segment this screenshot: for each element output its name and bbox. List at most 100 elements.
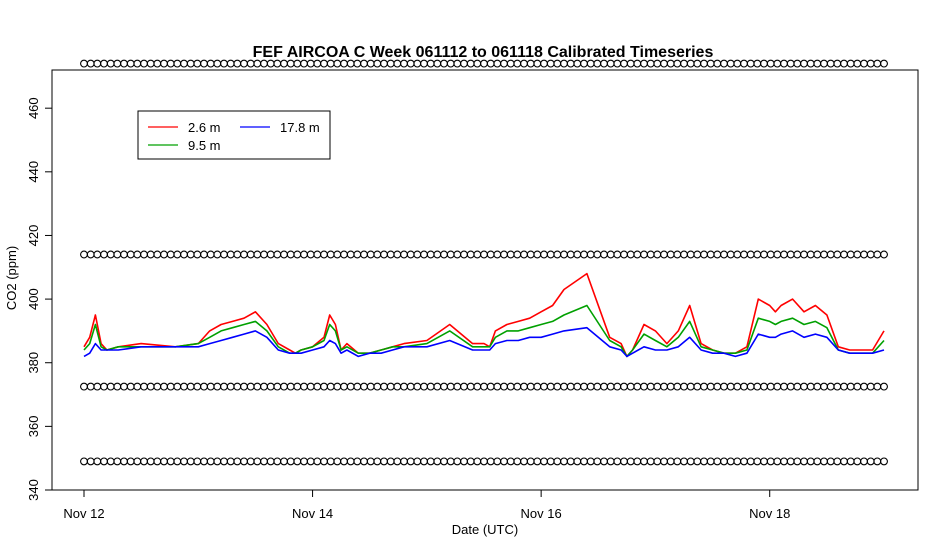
reference-marker xyxy=(653,250,662,259)
reference-marker xyxy=(266,250,275,259)
reference-marker xyxy=(593,457,602,466)
reference-marker xyxy=(773,457,782,466)
reference-marker xyxy=(860,382,868,391)
reference-marker xyxy=(206,59,215,68)
reference-marker xyxy=(853,59,862,68)
reference-marker xyxy=(866,59,875,68)
reference-marker xyxy=(453,382,462,391)
reference-marker xyxy=(606,457,615,466)
reference-marker xyxy=(700,457,708,466)
reference-marker xyxy=(826,382,835,391)
reference-marker xyxy=(380,457,388,466)
reference-marker xyxy=(546,250,555,259)
reference-marker xyxy=(346,250,355,259)
reference-marker xyxy=(253,59,262,68)
reference-marker xyxy=(326,457,335,466)
reference-marker xyxy=(620,250,628,259)
reference-marker xyxy=(160,457,168,466)
reference-marker xyxy=(186,457,195,466)
reference-marker xyxy=(720,457,728,466)
reference-marker xyxy=(786,382,795,391)
reference-marker xyxy=(320,382,328,391)
y-tick-label: 400 xyxy=(26,288,41,310)
reference-marker xyxy=(613,59,622,68)
reference-marker xyxy=(800,457,808,466)
reference-marker xyxy=(760,59,768,68)
reference-marker xyxy=(460,457,468,466)
x-axis: Nov 12 Nov 14 Nov 16 Nov 18 xyxy=(63,490,790,521)
reference-marker xyxy=(726,250,735,259)
reference-marker xyxy=(540,457,548,466)
reference-marker xyxy=(133,382,142,391)
reference-marker xyxy=(506,59,515,68)
reference-marker xyxy=(400,457,408,466)
reference-marker xyxy=(493,250,502,259)
reference-marker xyxy=(300,457,308,466)
reference-marker xyxy=(513,382,522,391)
reference-marker xyxy=(640,457,648,466)
reference-marker xyxy=(386,382,395,391)
reference-marker xyxy=(686,59,695,68)
reference-marker xyxy=(180,382,188,391)
reference-marker xyxy=(486,59,495,68)
reference-marker xyxy=(200,382,208,391)
reference-marker xyxy=(633,59,642,68)
reference-marker xyxy=(206,382,215,391)
reference-marker xyxy=(693,250,702,259)
reference-marker xyxy=(300,382,308,391)
reference-marker xyxy=(453,59,462,68)
reference-marker xyxy=(426,382,435,391)
reference-marker xyxy=(220,457,228,466)
reference-marker xyxy=(426,250,435,259)
reference-marker xyxy=(626,457,635,466)
reference-marker xyxy=(693,59,702,68)
reference-marker xyxy=(580,250,588,259)
reference-marker xyxy=(320,250,328,259)
reference-marker xyxy=(593,382,602,391)
reference-marker xyxy=(193,250,202,259)
reference-marker xyxy=(200,250,208,259)
reference-marker xyxy=(693,382,702,391)
reference-marker xyxy=(440,59,448,68)
reference-marker xyxy=(93,250,102,259)
reference-marker xyxy=(493,59,502,68)
reference-marker xyxy=(840,250,848,259)
reference-marker xyxy=(633,457,642,466)
reference-marker xyxy=(453,457,462,466)
reference-marker xyxy=(146,59,155,68)
reference-marker xyxy=(793,59,802,68)
reference-marker xyxy=(860,250,868,259)
y-tick-label: 380 xyxy=(26,352,41,374)
reference-marker xyxy=(133,457,142,466)
reference-marker xyxy=(813,250,822,259)
reference-marker xyxy=(266,382,275,391)
reference-marker xyxy=(433,59,442,68)
reference-marker xyxy=(660,59,668,68)
reference-marker xyxy=(233,457,242,466)
reference-marker xyxy=(446,59,455,68)
reference-marker xyxy=(293,250,302,259)
reference-marker xyxy=(660,457,668,466)
reference-marker xyxy=(546,59,555,68)
reference-marker xyxy=(160,250,168,259)
reference-marker xyxy=(820,250,828,259)
reference-marker xyxy=(593,250,602,259)
reference-marker xyxy=(460,59,468,68)
reference-marker xyxy=(380,382,388,391)
reference-marker xyxy=(526,250,535,259)
reference-marker xyxy=(720,59,728,68)
x-tick-label: Nov 12 xyxy=(63,506,104,521)
reference-marker xyxy=(240,457,248,466)
reference-marker xyxy=(733,382,742,391)
reference-marker xyxy=(620,382,628,391)
reference-marker xyxy=(80,59,88,68)
reference-marker xyxy=(520,250,528,259)
reference-marker xyxy=(740,457,748,466)
reference-marker xyxy=(473,59,482,68)
reference-marker xyxy=(813,59,822,68)
reference-marker xyxy=(126,59,135,68)
reference-marker xyxy=(573,457,582,466)
reference-marker xyxy=(240,250,248,259)
reference-marker xyxy=(846,457,855,466)
reference-marker xyxy=(680,250,688,259)
